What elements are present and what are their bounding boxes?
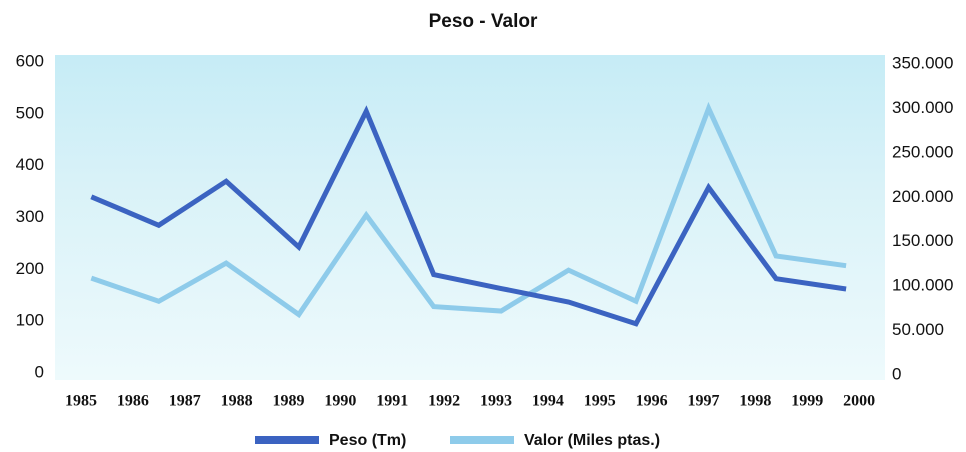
x-tick-label: 1994 — [532, 393, 564, 410]
legend-swatch — [255, 436, 319, 444]
y2-tick-label: 200.000 — [892, 187, 953, 206]
chart-title: Peso - Valor — [429, 11, 538, 32]
y2-tick-label: 0 — [892, 364, 901, 383]
x-tick-label: 1996 — [636, 393, 668, 410]
y-tick-label: 400 — [16, 155, 44, 174]
x-tick-label: 1993 — [480, 393, 512, 410]
plot-background — [55, 55, 885, 380]
x-tick-label: 1998 — [739, 393, 771, 410]
y2-tick-label: 100.000 — [892, 276, 953, 295]
y2-tick-label: 150.000 — [892, 231, 953, 250]
series-line — [90, 105, 847, 327]
y-tick-label: 200 — [16, 259, 44, 278]
y2-tick-label: 350.000 — [892, 53, 953, 72]
x-tick-label: 1990 — [324, 393, 356, 410]
x-tick-label: 1989 — [272, 393, 304, 410]
y-tick-label: 300 — [16, 207, 44, 226]
y-tick-label: 600 — [16, 51, 44, 70]
x-tick-label: 2000 — [843, 393, 875, 410]
x-tick-label: 1995 — [584, 393, 616, 410]
y-tick-label: 100 — [16, 311, 44, 330]
legend-swatch — [450, 436, 514, 444]
x-tick-label: 1992 — [428, 393, 460, 410]
y2-tick-label: 50.000 — [892, 320, 944, 339]
y2-tick-label: 250.000 — [892, 142, 953, 161]
x-tick-label: 1991 — [376, 393, 408, 410]
x-tick-label: 1997 — [687, 393, 719, 410]
x-tick-label: 1988 — [221, 393, 253, 410]
x-tick-label: 1985 — [65, 393, 97, 410]
series-line — [90, 101, 847, 319]
y2-tick-label: 300.000 — [892, 98, 953, 117]
x-tick-label: 1987 — [169, 393, 201, 410]
y-tick-label: 0 — [35, 362, 44, 381]
x-tick-label: 1999 — [791, 393, 823, 410]
legend-label: Valor (Miles ptas.) — [524, 432, 660, 449]
y-tick-label: 500 — [16, 103, 44, 122]
x-tick-label: 1986 — [117, 393, 149, 410]
legend-label: Peso (Tm) — [329, 432, 406, 449]
